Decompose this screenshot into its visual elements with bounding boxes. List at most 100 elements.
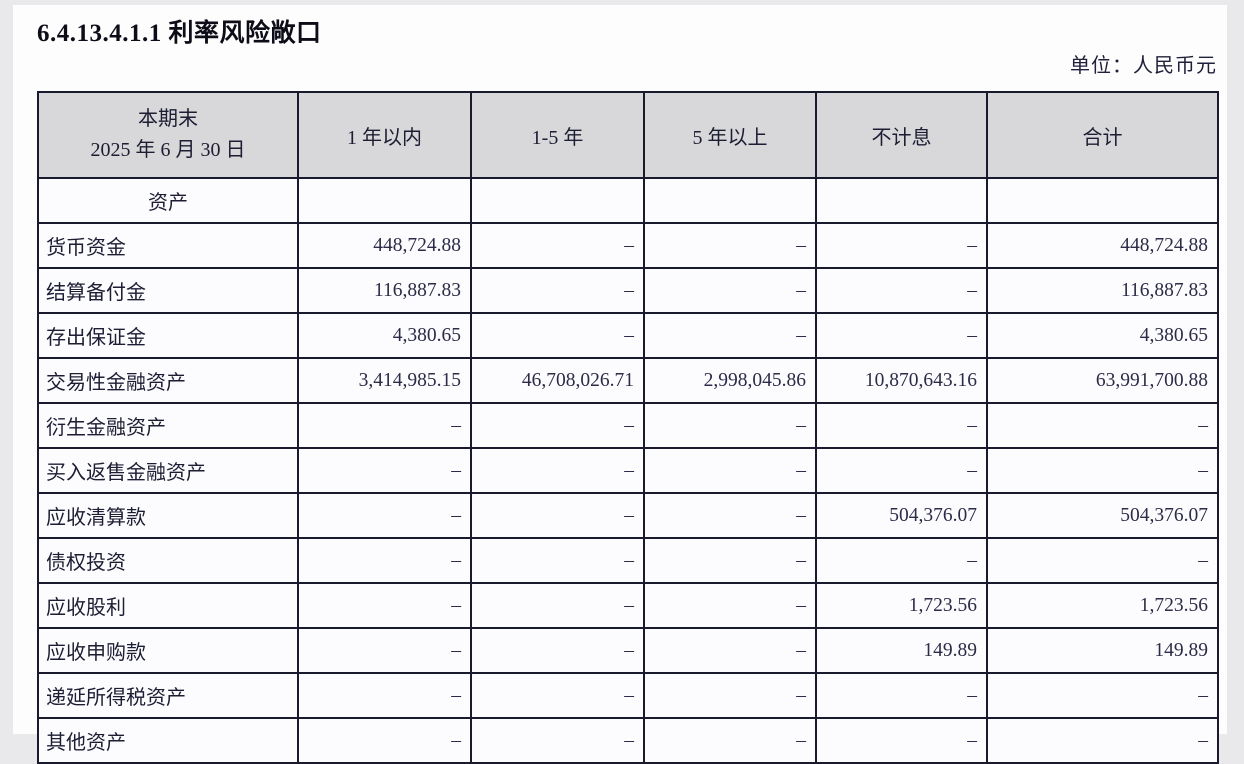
cell-value: – (297, 672, 472, 719)
cell-value: 116,887.83 (297, 267, 472, 314)
row-label: 递延所得税资产 (37, 672, 299, 719)
row-label: 买入返售金融资产 (37, 447, 299, 494)
table-body: 资产 货币资金 448,724.88– – –448,724.88 结算备付金 116,8… (37, 177, 1219, 764)
row-label: 债权投资 (37, 537, 299, 584)
empty-cell (986, 177, 1219, 224)
row-label: 应收股利 (37, 582, 299, 629)
document-page: 6.4.13.4.1.1 利率风险敞口 单位：人民币元 本期末 2025 年 6… (13, 5, 1227, 764)
cell-value: – (986, 447, 1219, 494)
cell-value: – (470, 582, 645, 629)
cell-value: 1,723.56 (815, 582, 988, 629)
cell-value: 448,724.88 (297, 222, 472, 269)
cell-value: – (297, 717, 472, 764)
cell-value: – (470, 492, 645, 539)
table-row: 买入返售金融资产 – – – – – (37, 447, 1219, 494)
cell-value: – (815, 537, 988, 584)
cell-value: 3,414,985.15 (297, 357, 472, 404)
section-title: 6.4.13.4.1.1 利率风险敞口 (37, 20, 322, 47)
corner-header-cell: 本期末 2025 年 6 月 30 日 (37, 91, 299, 179)
column-header-non-interest: 不计息 (815, 91, 988, 179)
cell-value: – (643, 402, 817, 449)
cell-value: – (470, 312, 645, 359)
row-label: 存出保证金 (37, 312, 299, 359)
interest-rate-risk-table: 本期末 2025 年 6 月 30 日 1 年以内 1-5 年 5 年以上 不计… (37, 91, 1219, 764)
table-row: 衍生金融资产 – – – – – (37, 402, 1219, 449)
corner-header-line2: 2025 年 6 月 30 日 (90, 139, 246, 161)
cell-value: – (470, 267, 645, 314)
cell-value: 149.89 (815, 627, 988, 674)
cell-value: – (643, 672, 817, 719)
cell-value: – (297, 492, 472, 539)
cell-value: – (815, 312, 988, 359)
cell-value: 46,708,026.71 (470, 357, 645, 404)
cell-value: – (470, 222, 645, 269)
cell-value: – (815, 267, 988, 314)
cell-value: 116,887.83 (986, 267, 1219, 314)
cell-value: – (643, 537, 817, 584)
table-row: 应收股利 – – –1,723.56 1,723.56 (37, 582, 1219, 629)
empty-cell (815, 177, 988, 224)
cell-value: 1,723.56 (986, 582, 1219, 629)
table-row: 应收清算款 – – –504,376.07 504,376.07 (37, 492, 1219, 539)
table-row: 应收申购款 – – –149.89 149.89 (37, 627, 1219, 674)
cell-value: – (470, 717, 645, 764)
cell-value: – (297, 402, 472, 449)
row-label: 应收清算款 (37, 492, 299, 539)
table-row: 其他资产 – – – – – (37, 717, 1219, 764)
section-row: 资产 (37, 177, 1219, 224)
table-row: 存出保证金 4,380.65– – –4,380.65 (37, 312, 1219, 359)
cell-value: – (470, 447, 645, 494)
cell-value: – (986, 672, 1219, 719)
table-row: 递延所得税资产 – – – – – (37, 672, 1219, 719)
cell-value: 504,376.07 (815, 492, 988, 539)
cell-value: – (643, 447, 817, 494)
section-label: 资产 (37, 177, 299, 224)
cell-value: – (643, 312, 817, 359)
cell-value: – (986, 717, 1219, 764)
cell-value: – (986, 537, 1219, 584)
cell-value: 504,376.07 (986, 492, 1219, 539)
column-header-over-5-years: 5 年以上 (643, 91, 817, 179)
cell-value: – (297, 582, 472, 629)
row-label: 应收申购款 (37, 627, 299, 674)
column-header-within-1-year: 1 年以内 (297, 91, 472, 179)
cell-value: – (470, 402, 645, 449)
cell-value: – (297, 537, 472, 584)
row-label: 交易性金融资产 (37, 357, 299, 404)
cell-value: – (297, 447, 472, 494)
empty-cell (297, 177, 472, 224)
header-row: 本期末 2025 年 6 月 30 日 1 年以内 1-5 年 5 年以上 不计… (37, 91, 1219, 179)
column-header-1-to-5-years: 1-5 年 (470, 91, 645, 179)
cell-value: 10,870,643.16 (815, 357, 988, 404)
cell-value: 4,380.65 (297, 312, 472, 359)
column-header-total: 合计 (986, 91, 1219, 179)
cell-value: 149.89 (986, 627, 1219, 674)
corner-header-line1: 本期末 (138, 108, 198, 130)
cell-value: – (815, 717, 988, 764)
empty-cell (643, 177, 817, 224)
row-label: 衍生金融资产 (37, 402, 299, 449)
cell-value: – (815, 222, 988, 269)
currency-unit-label: 单位：人民币元 (1070, 55, 1217, 77)
cell-value: – (643, 582, 817, 629)
cell-value: – (815, 447, 988, 494)
table-row: 债权投资 – – – – – (37, 537, 1219, 584)
cell-value: – (470, 672, 645, 719)
row-label: 结算备付金 (37, 267, 299, 314)
empty-cell (470, 177, 645, 224)
cell-value: – (986, 402, 1219, 449)
row-label: 货币资金 (37, 222, 299, 269)
cell-value: 63,991,700.88 (986, 357, 1219, 404)
table-row: 交易性金融资产 3,414,985.15 46,708,026.71 2,998,04… (37, 357, 1219, 404)
cell-value: – (643, 267, 817, 314)
cell-value: – (815, 672, 988, 719)
cell-value: – (643, 627, 817, 674)
cell-value: 448,724.88 (986, 222, 1219, 269)
table-row: 结算备付金 116,887.83– – –116,887.83 (37, 267, 1219, 314)
cell-value: – (297, 627, 472, 674)
cell-value: – (470, 627, 645, 674)
cell-value: – (643, 222, 817, 269)
row-label: 其他资产 (37, 717, 299, 764)
cell-value: 4,380.65 (986, 312, 1219, 359)
cell-value: – (643, 492, 817, 539)
